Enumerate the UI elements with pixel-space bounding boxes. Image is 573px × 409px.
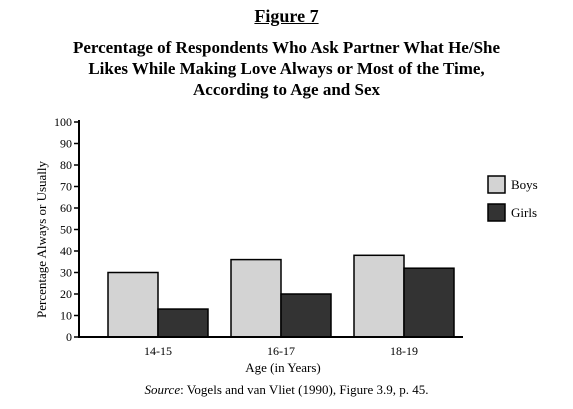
y-tick-label: 30 [60,266,72,280]
y-tick-label: 100 [54,115,72,129]
bar-girls-16-17 [280,293,332,338]
y-axis-ticks: 0 10 20 30 40 50 60 70 80 90 100 [54,115,79,344]
bar-boys-14-15 [107,271,159,338]
y-tick-label: 60 [60,201,72,215]
legend: Boys Girls [487,175,538,222]
y-tick-label: 80 [60,158,72,172]
legend-swatch-boys [487,175,506,194]
x-axis-title: Age (in Years) [245,360,320,375]
legend-label-boys: Boys [511,177,538,192]
y-tick-label: 70 [60,180,72,194]
chart-title: Percentage of Respondents Who Ask Partne… [20,37,553,100]
chart-title-line-2: Likes While Making Love Always or Most o… [88,59,485,78]
y-tick-label: 40 [60,244,72,258]
y-tick-label: 50 [60,223,72,237]
x-axis-labels: 14-15 16-17 18-19 [144,344,418,358]
bar-girls-14-15 [157,308,209,338]
y-tick-label: 90 [60,137,72,151]
source-note: Source: Vogels and van Vliet (1990), Fig… [0,382,573,398]
bar-girls-18-19 [403,267,455,338]
chart-title-line-3: According to Age and Sex [193,80,380,99]
y-axis-title: Percentage Always or Usually [34,160,49,318]
legend-swatch-girls [487,203,506,222]
bars [107,254,455,338]
y-tick-label: 10 [60,309,72,323]
bar-boys-16-17 [230,258,282,338]
y-tick-label: 0 [66,330,72,344]
x-tick-label: 18-19 [390,344,418,358]
figure-label: Figure 7 [254,6,319,26]
source-label: Source [144,382,181,397]
x-tick-label: 16-17 [267,344,295,358]
bar-boys-18-19 [353,254,405,338]
source-text: : Vogels and van Vliet (1990), Figure 3.… [180,382,429,397]
chart-title-line-1: Percentage of Respondents Who Ask Partne… [72,38,501,57]
y-tick-label: 20 [60,287,72,301]
legend-label-girls: Girls [511,205,537,220]
x-tick-label: 14-15 [144,344,172,358]
